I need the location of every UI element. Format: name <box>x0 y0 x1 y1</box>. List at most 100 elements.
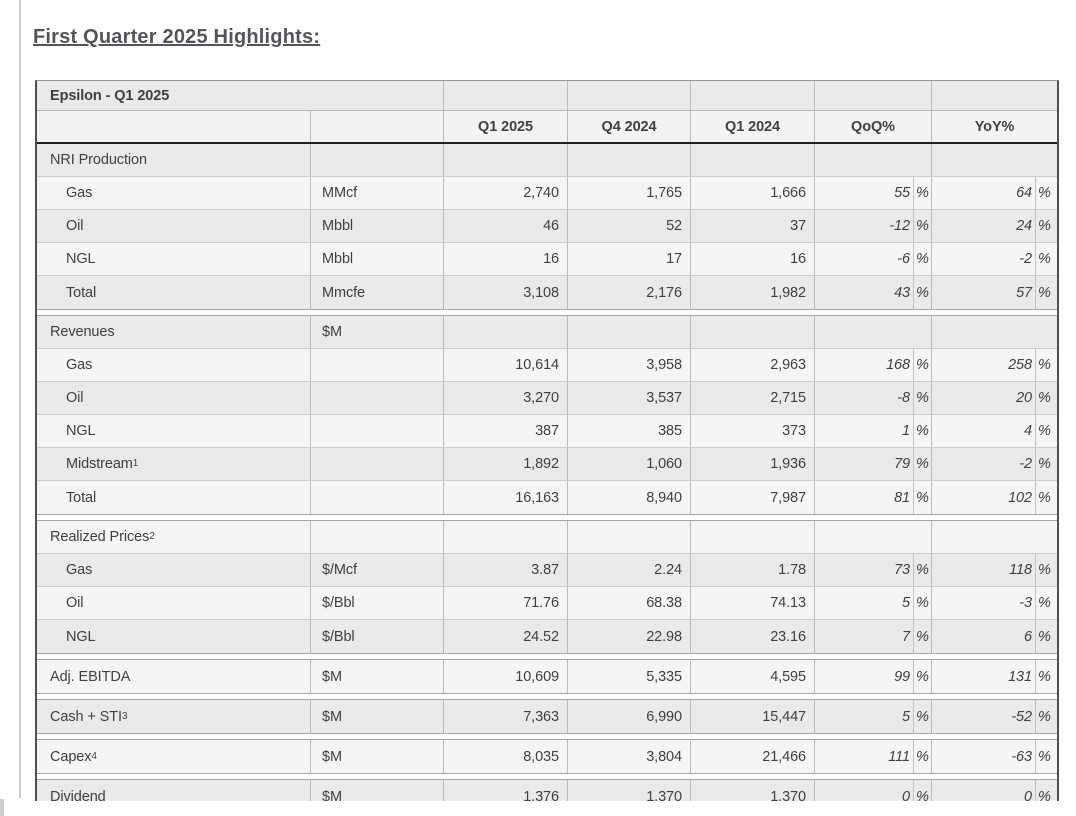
percent-sign: % <box>1035 587 1057 619</box>
row-unit <box>310 349 443 381</box>
value-cell: 71.76 <box>443 587 567 619</box>
yoy-cell <box>931 316 1057 348</box>
percent-sign: % <box>1035 780 1057 801</box>
yoy-cell: 131% <box>931 660 1057 693</box>
yoy-cell: 20% <box>931 382 1057 414</box>
percent-sign: % <box>1035 276 1057 309</box>
column-header-q1-2025: Q1 2025 <box>443 111 567 142</box>
percent-sign: % <box>913 740 931 773</box>
percent-value: 118 <box>1009 562 1032 578</box>
percent-sign: % <box>1035 700 1057 733</box>
qoq-cell: 99% <box>814 660 931 693</box>
value-cell: 46 <box>443 210 567 242</box>
percent-sign: % <box>913 587 931 619</box>
qoq-cell: 43% <box>814 276 931 309</box>
row-label: Realized Prices 2 <box>50 529 155 545</box>
value-cell: 1,376 <box>443 780 567 801</box>
qoq-cell: 5% <box>814 587 931 619</box>
section-gap <box>37 693 1057 700</box>
percent-sign: % <box>1035 554 1057 586</box>
value-cell: 2,740 <box>443 177 567 209</box>
percent-value: 258 <box>1008 357 1032 373</box>
value-cell: 22.98 <box>567 620 690 653</box>
qoq-cell: 5% <box>814 700 931 733</box>
table-row: NGL $/Bbl 24.52 22.98 23.16 7% 6% <box>37 620 1057 653</box>
percent-sign: % <box>1035 620 1057 653</box>
row-unit: MMcf <box>310 177 443 209</box>
value-cell: 23.16 <box>690 620 814 653</box>
percent-value: 0 <box>902 788 910 802</box>
percent-sign: % <box>913 554 931 586</box>
qoq-cell: 55% <box>814 177 931 209</box>
row-label: Cash + STI 3 <box>50 708 128 725</box>
qoq-cell: 7% <box>814 620 931 653</box>
percent-sign: % <box>913 448 931 480</box>
qoq-cell: 73% <box>814 554 931 586</box>
section-block: Capex 4 $M 8,035 3,804 21,466 111% -63% <box>37 740 1057 773</box>
value-cell <box>690 144 814 176</box>
percent-sign: % <box>913 382 931 414</box>
value-cell: 385 <box>567 415 690 447</box>
section-row: Revenues $M <box>37 316 1057 349</box>
row-unit: $M <box>310 316 443 348</box>
value-cell: 7,987 <box>690 481 814 514</box>
percent-value: 73 <box>894 562 910 578</box>
yoy-cell: -2% <box>931 448 1057 480</box>
percent-value: 6 <box>1024 628 1032 645</box>
section-row: NRI Production <box>37 144 1057 177</box>
row-label: Gas <box>66 357 93 373</box>
value-cell: 52 <box>567 210 690 242</box>
value-cell: 2.24 <box>567 554 690 586</box>
row-label: Revenues <box>50 324 115 340</box>
percent-sign: % <box>913 243 931 275</box>
percent-value: -63 <box>1011 748 1032 765</box>
value-cell: 7,363 <box>443 700 567 733</box>
value-cell: 8,035 <box>443 740 567 773</box>
table-body: NRI Production Gas MMcf 2,740 1,765 1,666 55% 6… <box>37 144 1057 801</box>
row-label: Gas <box>66 562 93 578</box>
value-cell: 10,609 <box>443 660 567 693</box>
value-cell <box>690 521 814 553</box>
row-label: Oil <box>66 595 84 611</box>
value-cell <box>690 316 814 348</box>
section-gap <box>37 733 1057 740</box>
qoq-cell: 0% <box>814 780 931 801</box>
column-header-q4-2024: Q4 2024 <box>567 111 690 142</box>
value-cell <box>567 316 690 348</box>
row-unit <box>310 521 443 553</box>
section-block: Dividend $M 1,376 1,370 1,370 0% 0% <box>37 780 1057 801</box>
row-unit <box>310 481 443 514</box>
row-label: Total <box>66 489 97 506</box>
percent-sign: % <box>913 481 931 514</box>
qoq-cell: -8% <box>814 382 931 414</box>
yoy-cell: 57% <box>931 276 1057 309</box>
section-gap <box>37 773 1057 780</box>
section-row: Realized Prices 2 <box>37 521 1057 554</box>
table-row: Total Mmcfe 3,108 2,176 1,982 43% 57% <box>37 276 1057 309</box>
empty-cell <box>931 81 1057 110</box>
row-label: Total <box>66 284 97 301</box>
value-cell: 16,163 <box>443 481 567 514</box>
value-cell: 3,537 <box>567 382 690 414</box>
percent-sign: % <box>913 780 931 801</box>
page-left-rule <box>19 0 21 798</box>
percent-sign: % <box>1035 243 1057 275</box>
value-cell: 24.52 <box>443 620 567 653</box>
value-cell: 387 <box>443 415 567 447</box>
row-label: Midstream 1 <box>66 456 139 472</box>
column-header-yoy: YoY% <box>931 111 1057 142</box>
percent-sign: % <box>913 415 931 447</box>
value-cell: 2,963 <box>690 349 814 381</box>
page-title: First Quarter 2025 Highlights: <box>33 26 321 48</box>
qoq-cell <box>814 521 931 553</box>
empty-cell <box>37 111 310 142</box>
section-row: Cash + STI 3 $M 7,363 6,990 15,447 5% -52% <box>37 700 1057 733</box>
value-cell: 1,982 <box>690 276 814 309</box>
row-label: NGL <box>66 251 96 267</box>
value-cell: 21,466 <box>690 740 814 773</box>
section-block: Adj. EBITDA $M 10,609 5,335 4,595 99% 131% <box>37 660 1057 693</box>
yoy-cell: 102% <box>931 481 1057 514</box>
table-row: Oil $/Bbl 71.76 68.38 74.13 5% -3% <box>37 587 1057 620</box>
percent-sign: % <box>913 620 931 653</box>
column-header-row: Q1 2025 Q4 2024 Q1 2024 QoQ% YoY% <box>37 111 1057 144</box>
